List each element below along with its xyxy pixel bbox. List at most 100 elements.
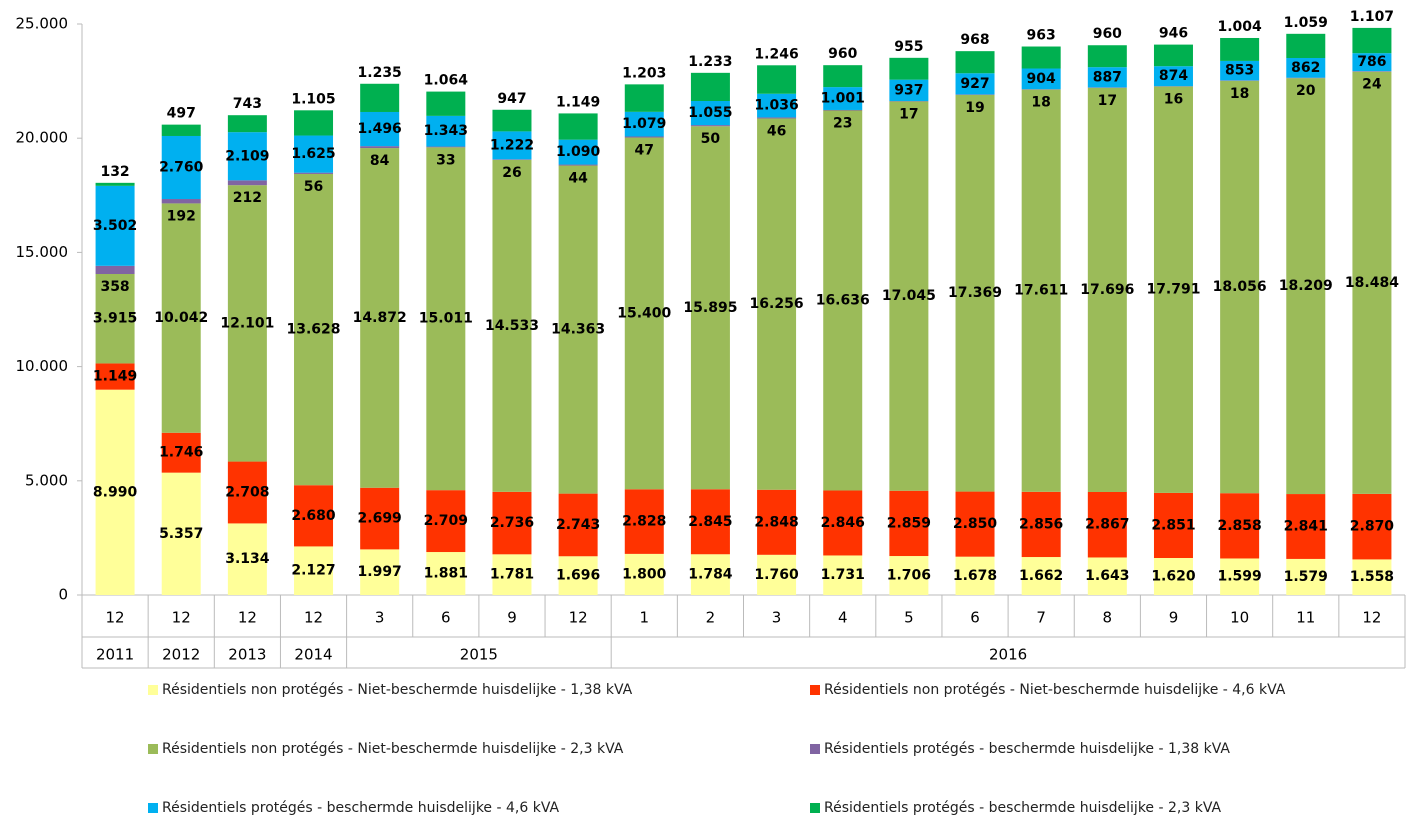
bar-segment bbox=[360, 146, 400, 149]
data-label: 212 bbox=[233, 190, 262, 206]
x-tick-label: 6 bbox=[441, 609, 451, 627]
data-label: 947 bbox=[497, 91, 526, 107]
data-label: 1.678 bbox=[953, 568, 997, 584]
y-tick-label: 25.000 bbox=[16, 15, 69, 33]
bar-segment bbox=[889, 556, 929, 595]
data-label: 2.699 bbox=[358, 511, 402, 527]
bar-segment bbox=[624, 111, 664, 137]
y-tick-label: 10.000 bbox=[16, 357, 69, 375]
data-label: 44 bbox=[568, 171, 588, 187]
data-label: 2.858 bbox=[1217, 518, 1261, 534]
bar-segment bbox=[492, 159, 532, 160]
data-label: 955 bbox=[894, 39, 923, 55]
data-label: 26 bbox=[502, 165, 521, 181]
data-label: 56 bbox=[304, 179, 323, 195]
data-label: 1.055 bbox=[688, 105, 732, 121]
data-label: 1.233 bbox=[688, 54, 732, 70]
bar-segment bbox=[360, 111, 400, 147]
bar-segment bbox=[889, 101, 929, 491]
bar-segment bbox=[161, 432, 201, 473]
bar-segment bbox=[492, 109, 532, 132]
data-label: 1.149 bbox=[556, 94, 600, 110]
bar-segment bbox=[95, 265, 135, 275]
legend-swatch bbox=[810, 744, 820, 754]
data-label: 1.090 bbox=[556, 144, 601, 160]
bar-segment bbox=[1220, 558, 1260, 595]
bar-segment bbox=[492, 159, 532, 492]
data-label: 14.363 bbox=[551, 322, 605, 338]
data-label: 16.256 bbox=[750, 296, 804, 312]
data-label: 1.784 bbox=[688, 567, 733, 583]
bar-segment bbox=[757, 118, 797, 490]
bar-segment bbox=[1087, 491, 1127, 558]
bar-segment bbox=[1153, 557, 1193, 595]
data-label: 24 bbox=[1362, 77, 1382, 93]
data-label: 874 bbox=[1159, 68, 1188, 84]
x-group-label: 2013 bbox=[228, 646, 266, 664]
bar-segment bbox=[690, 125, 730, 127]
bar-segment bbox=[1153, 86, 1193, 493]
data-label: 946 bbox=[1159, 26, 1188, 42]
data-label: 10.042 bbox=[154, 310, 208, 326]
data-label: 2.743 bbox=[556, 517, 600, 533]
data-label: 8.990 bbox=[93, 484, 138, 500]
data-label: 1.696 bbox=[556, 568, 600, 584]
bar-segment bbox=[1153, 44, 1193, 67]
data-label: 2.870 bbox=[1350, 519, 1395, 535]
data-label: 1.800 bbox=[622, 566, 667, 582]
data-label: 17.696 bbox=[1080, 282, 1134, 298]
bar-segment bbox=[426, 490, 466, 553]
x-tick-label: 5 bbox=[904, 609, 914, 627]
bar-segment bbox=[889, 490, 929, 557]
data-label: 18.056 bbox=[1213, 279, 1267, 295]
data-label: 1.001 bbox=[821, 91, 865, 107]
data-label: 1.036 bbox=[754, 98, 798, 114]
bar-segment bbox=[1286, 58, 1326, 78]
bar-segment bbox=[823, 490, 863, 556]
data-label: 20 bbox=[1296, 83, 1316, 99]
data-label: 497 bbox=[167, 106, 196, 122]
data-label: 1.222 bbox=[490, 137, 534, 153]
legend-label: Résidentiels non protégés - Niet-bescher… bbox=[162, 741, 624, 757]
data-label: 1.059 bbox=[1284, 15, 1328, 31]
data-label: 1.004 bbox=[1217, 19, 1262, 35]
bar-segment bbox=[227, 185, 267, 462]
bar-segment bbox=[690, 126, 730, 490]
data-label: 1.643 bbox=[1085, 568, 1129, 584]
data-label: 960 bbox=[828, 46, 857, 62]
bar-segment bbox=[426, 552, 466, 595]
data-label: 937 bbox=[894, 82, 923, 98]
data-label: 2.841 bbox=[1284, 518, 1328, 534]
legend-swatch bbox=[148, 744, 158, 754]
data-label: 2.859 bbox=[887, 515, 931, 531]
y-tick-label: 15.000 bbox=[16, 243, 69, 261]
data-label: 14.872 bbox=[353, 310, 407, 326]
x-tick-label: 4 bbox=[838, 609, 848, 627]
bar-segment bbox=[1286, 494, 1326, 559]
data-label: 1.997 bbox=[358, 564, 402, 580]
legend-label: Résidentiels non protégés - Niet-bescher… bbox=[824, 682, 1286, 698]
data-label: 1.706 bbox=[887, 568, 931, 584]
bar-segment bbox=[227, 523, 267, 595]
data-label: 23 bbox=[833, 115, 852, 131]
bar-segment bbox=[95, 185, 135, 266]
data-label: 1.496 bbox=[358, 121, 402, 137]
data-label: 2.680 bbox=[291, 508, 336, 524]
bar-segment bbox=[1021, 68, 1061, 90]
data-label: 1.149 bbox=[93, 369, 137, 385]
bar-segment bbox=[1087, 87, 1127, 492]
bar-segment bbox=[360, 148, 400, 488]
bar-segment bbox=[1021, 46, 1061, 69]
bar-segment bbox=[360, 83, 400, 112]
x-group-label: 2015 bbox=[460, 646, 498, 664]
legend-label: Résidentiels protégés - beschermde huisd… bbox=[824, 800, 1221, 816]
bar-segment bbox=[294, 110, 334, 136]
bar-segment bbox=[1220, 37, 1260, 61]
data-label: 17.611 bbox=[1014, 283, 1068, 299]
bar-segment bbox=[1021, 557, 1061, 595]
data-label: 2.850 bbox=[953, 516, 998, 532]
bar-segment bbox=[757, 65, 797, 94]
bar-segment bbox=[757, 554, 797, 595]
data-label: 2.846 bbox=[821, 515, 865, 531]
data-label: 1.558 bbox=[1350, 569, 1394, 585]
